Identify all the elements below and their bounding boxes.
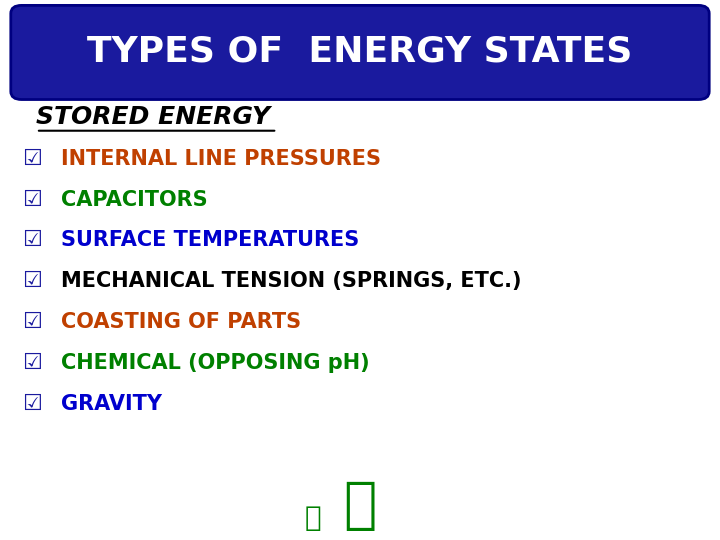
Text: GRAVITY: GRAVITY [61,394,162,414]
Text: SURFACE TEMPERATURES: SURFACE TEMPERATURES [61,231,359,251]
Text: ☑: ☑ [22,148,42,168]
Text: CHEMICAL (OPPOSING pH): CHEMICAL (OPPOSING pH) [61,353,370,373]
Text: ☑: ☑ [22,231,42,251]
Text: INTERNAL LINE PRESSURES: INTERNAL LINE PRESSURES [61,148,381,168]
Text: ☑: ☑ [22,312,42,332]
Text: TYPES OF  ENERGY STATES: TYPES OF ENERGY STATES [87,34,633,68]
Text: CAPACITORS: CAPACITORS [61,190,208,210]
Text: ☑: ☑ [22,353,42,373]
Text: STORED ENERGY: STORED ENERGY [36,105,270,129]
FancyBboxPatch shape [11,5,709,99]
Text: 🔑: 🔑 [305,503,322,531]
Text: ☑: ☑ [22,394,42,414]
Text: ☑: ☑ [22,271,42,292]
Text: 🔒: 🔒 [343,478,377,532]
Text: ☑: ☑ [22,190,42,210]
Text: COASTING OF PARTS: COASTING OF PARTS [61,312,302,332]
Text: MECHANICAL TENSION (SPRINGS, ETC.): MECHANICAL TENSION (SPRINGS, ETC.) [61,271,522,292]
